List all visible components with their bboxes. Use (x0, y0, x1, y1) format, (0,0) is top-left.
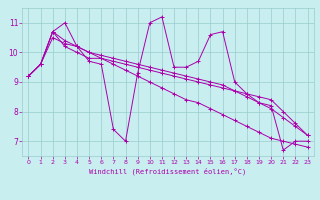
X-axis label: Windchill (Refroidissement éolien,°C): Windchill (Refroidissement éolien,°C) (89, 168, 247, 175)
